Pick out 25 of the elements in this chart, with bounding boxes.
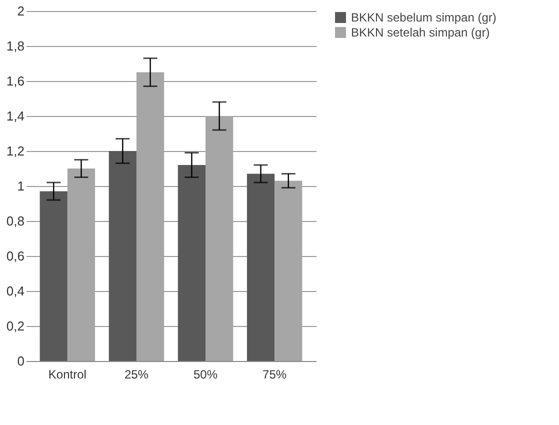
- y-tick-label: 0: [17, 354, 24, 368]
- bar: [178, 165, 206, 361]
- bar: [246, 174, 275, 361]
- y-tick-label: 0,2: [6, 318, 24, 334]
- y-tick-label: 0,6: [6, 248, 24, 264]
- bar: [40, 191, 68, 361]
- y-tick-label: 1,2: [6, 144, 24, 158]
- y-tick-label: 1: [17, 178, 24, 194]
- y-tick-label: 1,6: [6, 74, 24, 88]
- legend-label: BKKN sebelum simpan (gr): [351, 10, 496, 24]
- x-tick-label: Kontrol: [48, 368, 86, 382]
- bar: [108, 151, 136, 361]
- bar: [274, 180, 302, 361]
- x-tick-label: 75%: [262, 368, 287, 382]
- x-tick-label: 25%: [124, 368, 149, 382]
- bar: [67, 168, 96, 361]
- legend-label: BKKN setelah simpan (gr): [351, 26, 490, 40]
- bar: [136, 72, 164, 361]
- y-tick-label: 0,4: [6, 284, 24, 298]
- bar: [206, 116, 234, 361]
- y-tick-label: 2: [17, 4, 24, 18]
- x-tick-label: 50%: [194, 368, 218, 382]
- y-tick-label: 1,4: [6, 108, 24, 124]
- y-tick-label: 1,8: [6, 38, 24, 54]
- y-tick-label: 0,8: [6, 214, 24, 228]
